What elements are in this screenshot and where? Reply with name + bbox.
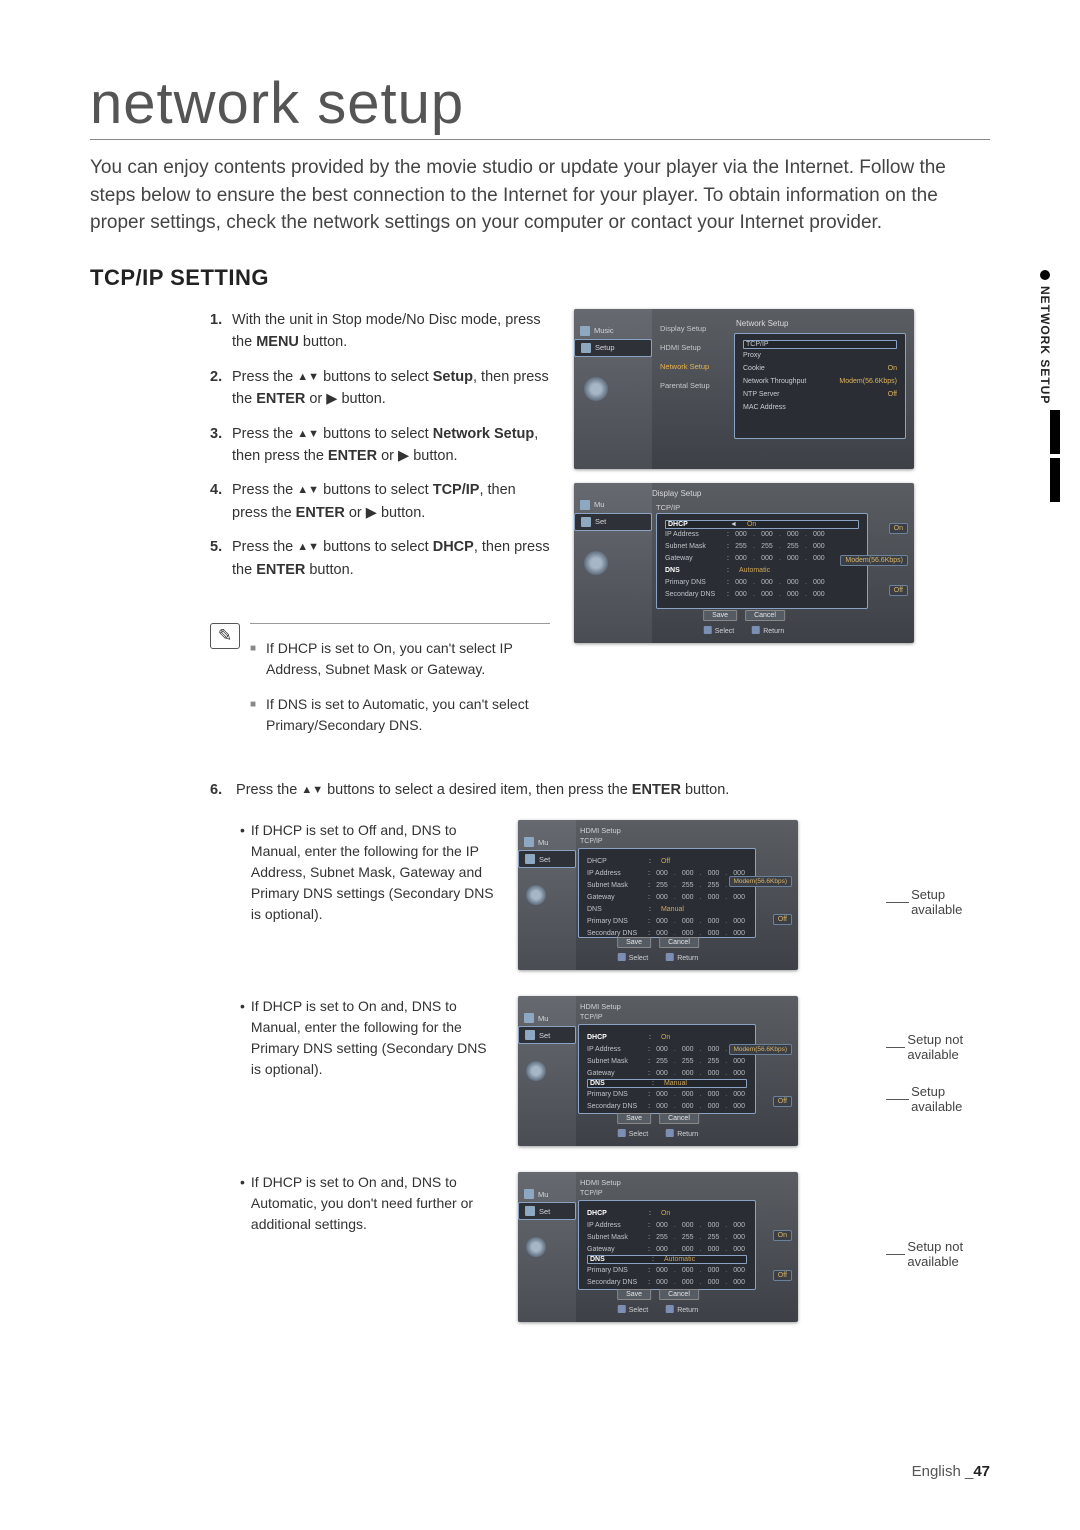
- screenshot-tcpip-dhcp-on: Mu Set Display Setup TCP/IP DHCP◄On IP A…: [574, 483, 914, 643]
- menu-item-selected: Network Setup: [652, 357, 734, 376]
- note-item: ■If DNS is set to Automatic, you can't s…: [250, 694, 550, 736]
- screenshot-scenario-a: Mu Set HDMI Setup TCP/IP DHCP:Off IP Add…: [518, 820, 798, 970]
- panel-row: Network ThroughputModem(56.6Kbps): [743, 375, 897, 388]
- callout-available: Setup available: [886, 887, 990, 917]
- panel-row: MAC Address: [743, 401, 897, 414]
- section-heading: TCP/IP SETTING: [90, 265, 990, 291]
- badge-modem: Modem(56.6Kbps): [840, 555, 908, 566]
- intro-paragraph: You can enjoy contents provided by the m…: [90, 154, 970, 237]
- note-icon: ✎: [210, 623, 240, 649]
- panel-overlay-title: Display Setup: [652, 489, 701, 498]
- menu-item: HDMI Setup: [652, 338, 734, 357]
- panel-row: NTP ServerOff: [743, 388, 897, 401]
- panel-row: CookieOn: [743, 362, 897, 375]
- scenario-b-text: •If DHCP is set to On and, DNS to Manual…: [240, 996, 500, 1080]
- step-3: 3. Press the ▲▼ buttons to select Networ…: [210, 423, 550, 468]
- sidebar-item-music: Music: [574, 323, 652, 339]
- page-title: network setup: [90, 70, 990, 140]
- sidebar-item-music: Mu: [574, 497, 652, 513]
- cancel-button: Cancel: [745, 610, 785, 621]
- index-bar: [1050, 458, 1060, 502]
- index-bar: [1050, 410, 1060, 454]
- row-dhcp: DHCP◄On: [665, 520, 859, 529]
- sidebar-item-setup: Set: [574, 513, 652, 531]
- foot-select: Select: [704, 626, 734, 635]
- badge-on: On: [889, 523, 908, 534]
- side-tab: NETWORK SETUP: [1038, 270, 1052, 404]
- callout-not-available: Setup not available: [886, 1239, 990, 1269]
- scenario-c-text: •If DHCP is set to On and, DNS to Automa…: [240, 1172, 500, 1235]
- note-item: ■If DHCP is set to On, you can't select …: [250, 638, 550, 680]
- step-2: 2. Press the ▲▼ buttons to select Setup,…: [210, 366, 550, 411]
- sidebar-item-setup: Setup: [574, 339, 652, 357]
- gear-icon: [584, 377, 608, 401]
- row-gateway: Gateway:000.000.000.000: [665, 553, 859, 565]
- row-subnet: Subnet Mask:255.255.255.000: [665, 541, 859, 553]
- foot-return: Return: [752, 626, 784, 635]
- step-1: 1. With the unit in Stop mode/No Disc mo…: [210, 309, 550, 354]
- row-dns: DNS:Automatic: [665, 565, 859, 577]
- row-ip: IP Address:000.000.000.000: [665, 529, 859, 541]
- subpanel-title: TCP/IP: [656, 503, 680, 512]
- screenshot-scenario-c: Mu Set HDMI Setup TCP/IP DHCP:On IP Addr…: [518, 1172, 798, 1322]
- screenshot-scenario-b: Mu Set HDMI Setup TCP/IP DHCP:On IP Addr…: [518, 996, 798, 1146]
- save-cancel-bar: Save Cancel: [703, 610, 785, 621]
- gear-icon: [584, 551, 608, 575]
- page-footer: English _47: [912, 1463, 990, 1480]
- menu-item: Parental Setup: [652, 376, 734, 395]
- step-5: 5. Press the ▲▼ buttons to select DHCP, …: [210, 536, 550, 581]
- save-button: Save: [703, 610, 737, 621]
- row-sdns: Secondary DNS:000.000.000.000: [665, 589, 859, 601]
- side-index-bars: [1050, 410, 1060, 502]
- panel-row: Proxy: [743, 349, 897, 362]
- bullet-icon: [1040, 270, 1050, 280]
- steps-list: 1. With the unit in Stop mode/No Disc mo…: [210, 309, 550, 582]
- callout-not-available: Setup not available: [886, 1032, 990, 1062]
- panel-title: Network Setup: [736, 319, 788, 328]
- badge-off: Off: [889, 585, 908, 596]
- side-tab-label: NETWORK SETUP: [1038, 286, 1052, 404]
- callout-available: Setup available: [886, 1084, 990, 1114]
- step-6: 6. Press the ▲▼ buttons to select a desi…: [90, 780, 990, 802]
- screenshot-network-setup: Music Setup Display Setup HDMI Setup Net…: [574, 309, 914, 469]
- menu-item: Display Setup: [652, 319, 734, 338]
- scenario-a-text: •If DHCP is set to Off and, DNS to Manua…: [240, 820, 500, 925]
- step-4: 4. Press the ▲▼ buttons to select TCP/IP…: [210, 479, 550, 524]
- panel-row-tcpip: TCP/IP: [743, 340, 897, 349]
- row-pdns: Primary DNS:000.000.000.000: [665, 577, 859, 589]
